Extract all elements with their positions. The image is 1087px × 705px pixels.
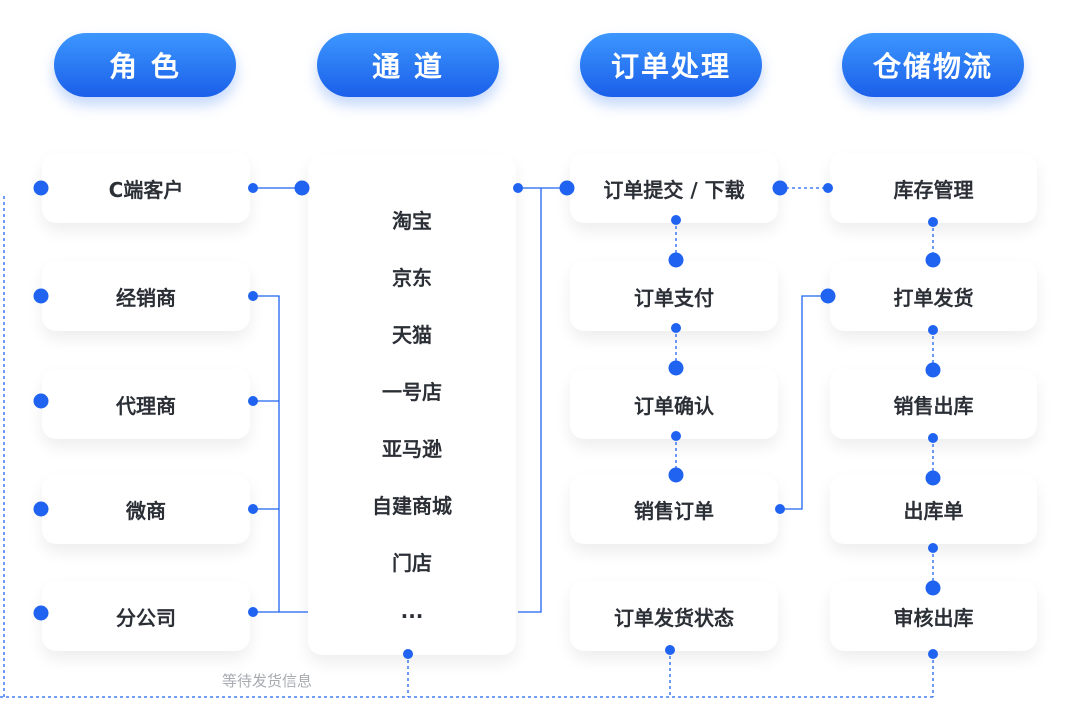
warehouse-card: 库存管理 xyxy=(830,153,1037,223)
channel-item: 亚马逊 xyxy=(382,437,442,461)
order-card: 订单确认 xyxy=(570,369,778,439)
header-roles: 角 色 xyxy=(54,33,236,97)
channel-item: 天猫 xyxy=(392,323,432,347)
role-card: C端客户 xyxy=(42,153,250,223)
warehouse-card: 打单发货 xyxy=(830,261,1037,331)
role-card: 代理商 xyxy=(42,369,250,439)
header-order-processing: 订单处理 xyxy=(580,33,762,97)
channel-list: 淘宝 京东 天猫 一号店 亚马逊 自建商城 门店 ... xyxy=(308,155,516,655)
header-warehouse-logistics: 仓储物流 xyxy=(842,33,1024,97)
channel-item: 一号店 xyxy=(382,380,442,404)
channel-item: 淘宝 xyxy=(392,209,432,233)
order-card: 订单提交 / 下载 xyxy=(570,153,778,223)
header-channels: 通 道 xyxy=(317,33,499,97)
order-card: 订单支付 xyxy=(570,261,778,331)
role-card: 分公司 xyxy=(42,581,250,651)
feedback-label: 等待发货信息 xyxy=(222,672,313,690)
channel-item: 门店 xyxy=(392,551,432,575)
channel-item: ... xyxy=(400,599,424,623)
role-card: 经销商 xyxy=(42,261,250,331)
warehouse-card: 销售出库 xyxy=(830,369,1037,439)
order-card: 销售订单 xyxy=(570,474,778,544)
channel-item: 京东 xyxy=(392,266,432,290)
role-card: 微商 xyxy=(42,474,250,544)
warehouse-card: 出库单 xyxy=(830,474,1037,544)
channel-item: 自建商城 xyxy=(372,494,452,518)
order-card: 订单发货状态 xyxy=(570,581,778,651)
